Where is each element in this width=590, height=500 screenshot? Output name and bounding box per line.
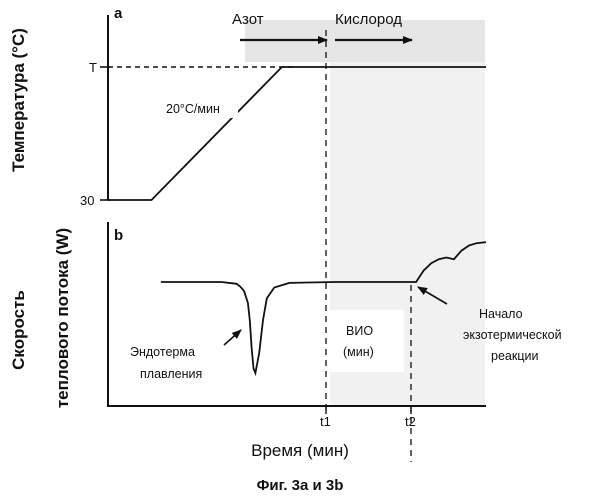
- heat-flow-curve: [160, 241, 487, 377]
- heat-flow-axis-label-line2: теплового потока (W): [53, 228, 72, 408]
- panel-b-label: b: [114, 227, 123, 244]
- oxygen-label: Кислород: [335, 11, 402, 28]
- onset-label-line2: экзотермической: [463, 328, 562, 342]
- oit-label-box: [322, 310, 404, 372]
- heat-flow-axis-label-line1: Скорость: [9, 290, 28, 370]
- tick-label-t2: t2: [405, 414, 416, 429]
- onset-label-line1: Начало: [479, 307, 523, 321]
- endotherm-arrow: [223, 329, 242, 346]
- endotherm-label-line1: Эндотерма: [130, 345, 195, 359]
- onset-label-line3: реакции: [491, 349, 538, 363]
- tick-label-30: 30: [80, 193, 94, 208]
- oit-label-line2: (мин): [343, 345, 374, 359]
- heating-rate-label: 20°C/мин: [166, 102, 220, 116]
- rate-label-backdrop: [162, 99, 238, 118]
- endotherm-label-line2: плавления: [140, 367, 202, 381]
- time-axis-label: Время (мин): [251, 441, 349, 460]
- onset-arrow: [417, 286, 448, 305]
- panel-a-label: a: [114, 5, 123, 22]
- tick-label-T: T: [89, 60, 97, 75]
- figure-caption: Фиг. 3а и 3b: [257, 477, 344, 494]
- temperature-axis-label: Температура (°C): [9, 28, 28, 172]
- oit-label-line1: ВИО: [346, 324, 373, 338]
- temperature-profile-line: [108, 66, 486, 201]
- tick-label-t1: t1: [320, 414, 331, 429]
- nitrogen-label: Азот: [232, 11, 264, 28]
